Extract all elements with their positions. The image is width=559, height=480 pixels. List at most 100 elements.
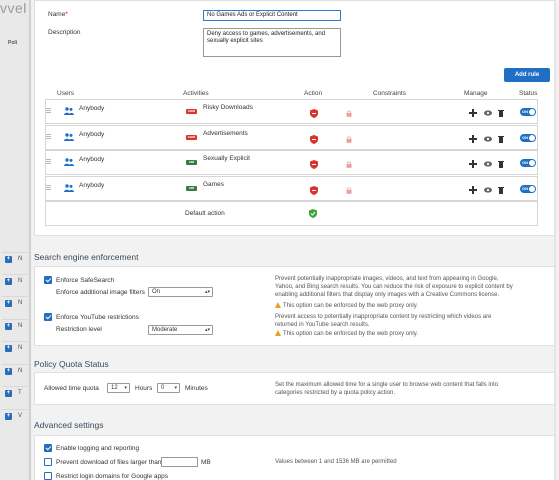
default-action-row: Default action — [45, 201, 538, 226]
select-arrow-icon: ▴▾ — [204, 327, 210, 333]
allow-shield-icon — [309, 209, 317, 218]
move-icon — [469, 109, 477, 117]
default-action-label: Default action — [185, 210, 225, 217]
background-row[interactable]: + T — [2, 386, 28, 400]
lock-icon[interactable] — [346, 110, 352, 117]
delete-icon — [498, 136, 504, 143]
toggle-state: ON — [522, 160, 528, 165]
restriction-level-select[interactable]: Moderate ▴▾ — [148, 325, 213, 335]
add-rule-button[interactable]: Add rule — [504, 68, 550, 82]
rule-activity[interactable]: Games — [203, 181, 224, 188]
quota-panel: Allowed time quota 12 ▾ Hours 0 ▾ Minutes … — [34, 372, 555, 405]
policy-dialog: Name* No Games Ads or Explicit Content D… — [30, 0, 557, 480]
block-shield-icon[interactable] — [310, 160, 318, 169]
chevron-down-icon: ▾ — [174, 385, 177, 391]
youtube-warning: This option can be enforced by the web p… — [275, 330, 418, 337]
users-icon — [64, 184, 74, 192]
status-toggle[interactable]: ON — [520, 185, 536, 193]
plus-icon: + — [5, 413, 12, 420]
plus-icon: + — [5, 345, 12, 352]
select-arrow-icon: ▴▾ — [204, 289, 210, 295]
background-row[interactable]: + N — [2, 274, 28, 288]
lock-icon[interactable] — [346, 136, 352, 143]
status-toggle[interactable]: ON — [520, 159, 536, 167]
background-tab: Poli — [8, 40, 18, 46]
prevent-download-label: Prevent download of files larger than — [56, 459, 162, 466]
name-label: Name* — [48, 11, 68, 18]
users-icon — [64, 107, 74, 115]
warning-icon — [275, 330, 281, 336]
chevron-down-icon: ▾ — [124, 385, 127, 391]
minutes-select[interactable]: 0 ▾ — [157, 383, 180, 393]
restrict-login-checkbox[interactable] — [44, 472, 52, 480]
rule-user: Anybody — [79, 156, 105, 163]
background-row[interactable]: + N — [2, 364, 28, 378]
plus-icon: + — [5, 256, 12, 263]
column-action: Action — [304, 90, 323, 97]
lock-icon[interactable] — [346, 187, 352, 194]
toggle-state: ON — [522, 135, 528, 140]
minutes-label: Minutes — [185, 385, 208, 392]
quota-description: Set the maximum allowed time for a singl… — [275, 382, 499, 396]
users-icon — [64, 158, 74, 166]
users-icon — [64, 133, 74, 141]
block-shield-icon[interactable] — [310, 135, 318, 144]
hours-label: Hours — [135, 385, 153, 392]
prevent-download-checkbox[interactable] — [44, 458, 52, 466]
visibility-icon — [484, 110, 492, 116]
plus-icon: + — [5, 278, 12, 285]
rule-activity[interactable]: Sexually Explicit — [203, 155, 250, 162]
status-toggle[interactable]: ON — [520, 134, 536, 142]
visibility-icon — [484, 136, 492, 142]
move-icon — [469, 160, 477, 168]
safesearch-checkbox[interactable] — [44, 276, 52, 284]
youtube-checkbox[interactable] — [44, 313, 52, 321]
mb-label: MB — [201, 459, 211, 466]
search-panel: Enforce SafeSearch Enforce additional im… — [34, 266, 555, 346]
image-filters-select[interactable]: On ▴▾ — [148, 287, 213, 297]
search-section-title: Search engine enforcement — [34, 252, 139, 262]
block-shield-icon[interactable] — [310, 109, 318, 118]
logging-checkbox[interactable] — [44, 444, 52, 452]
warning-icon — [275, 302, 281, 308]
description-label: Description — [48, 29, 81, 36]
block-shield-icon[interactable] — [310, 186, 318, 195]
background-row[interactable]: + N — [2, 296, 28, 310]
toggle-state: ON — [522, 186, 528, 191]
background-app: vvel Poli + N + N + N + N + N + N + T + V — [0, 0, 30, 480]
background-row[interactable]: + N — [2, 319, 28, 333]
rule-activity[interactable]: Risky Downloads — [203, 104, 253, 111]
name-input[interactable]: No Games Ads or Explicit Content — [203, 10, 341, 21]
background-row[interactable]: + N — [2, 341, 28, 355]
youtube-label: Enforce YouTube restrictions — [56, 314, 139, 321]
scrollbar[interactable] — [554, 0, 556, 480]
background-title: vvel — [0, 0, 27, 16]
drag-handle-icon[interactable] — [46, 185, 51, 191]
lock-icon[interactable] — [346, 161, 352, 168]
max-file-size-input[interactable] — [161, 457, 198, 467]
description-textarea[interactable]: Deny access to games, advertisements, an… — [203, 28, 341, 57]
hours-select[interactable]: 12 ▾ — [107, 383, 130, 393]
column-status: Status — [519, 90, 538, 97]
drag-handle-icon[interactable] — [46, 108, 51, 114]
plus-icon: + — [5, 300, 12, 307]
background-row[interactable]: + N — [2, 252, 28, 266]
drag-handle-icon[interactable] — [46, 159, 51, 165]
drag-handle-icon[interactable] — [46, 134, 51, 140]
rule-row: Anybody cat Sexually Explicit ON — [45, 150, 538, 175]
status-toggle[interactable]: ON — [520, 108, 536, 116]
safesearch-description: Prevent potentially inappropriate images… — [275, 276, 513, 298]
rule-row: Anybody cat Games ON — [45, 176, 538, 201]
rule-row: Anybody cust Advertisements ON — [45, 125, 538, 150]
advanced-panel: Enable logging and reporting Prevent dow… — [34, 435, 555, 480]
activity-badge: cust — [186, 109, 197, 114]
policy-rules-panel: Name* No Games Ads or Explicit Content D… — [34, 0, 555, 236]
visibility-icon — [484, 161, 492, 167]
plus-icon: + — [5, 323, 12, 330]
move-icon — [469, 186, 477, 194]
image-filters-label: Enforce additional image filters — [56, 289, 145, 296]
background-row[interactable]: + V — [2, 409, 28, 423]
rule-activity[interactable]: Advertisements — [203, 130, 248, 137]
move-icon — [469, 135, 477, 143]
manage-icons — [469, 135, 504, 143]
